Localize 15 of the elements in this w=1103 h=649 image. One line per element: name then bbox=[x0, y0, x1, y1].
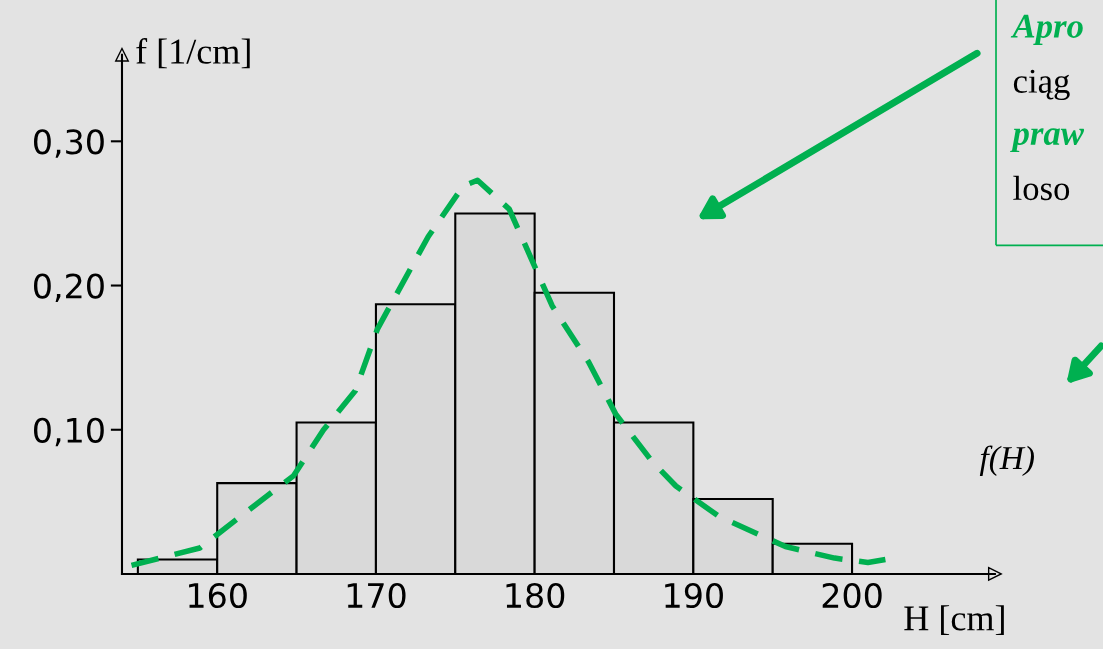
x-tick-label: 180 bbox=[506, 582, 565, 609]
text: loso bbox=[1013, 175, 1070, 201]
x-tick-label: 190 bbox=[665, 582, 723, 609]
y-tick-label: 0,20 bbox=[34, 273, 104, 303]
y-tick-label: 0,30 bbox=[34, 129, 104, 158]
annotation: f(H) bbox=[979, 445, 1034, 477]
y-tick-label: 0,10 bbox=[34, 417, 104, 447]
text: Apro bbox=[1010, 14, 1083, 45]
x-tick-label: 200 bbox=[822, 582, 882, 609]
text: praw bbox=[1010, 128, 1085, 153]
x-tick-label: 160 bbox=[189, 582, 247, 609]
text: ciąg bbox=[1013, 69, 1070, 101]
x-tick-label: 170 bbox=[347, 582, 406, 609]
y-axis-title: f [1/cm] bbox=[136, 38, 250, 69]
x-axis-title: H [cm] bbox=[904, 605, 1004, 636]
